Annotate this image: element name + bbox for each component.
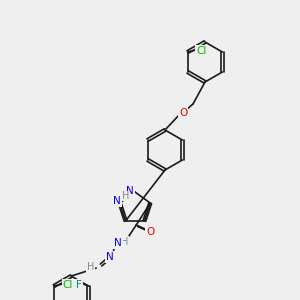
Text: N: N [106, 252, 114, 262]
Text: H: H [121, 237, 128, 247]
Text: Cl: Cl [196, 46, 207, 56]
Text: Cl: Cl [63, 280, 73, 290]
Text: F: F [76, 280, 82, 290]
Text: N: N [113, 196, 121, 206]
Text: H: H [86, 262, 94, 272]
Text: H: H [122, 191, 130, 201]
Text: N: N [126, 186, 134, 196]
Text: N: N [114, 238, 122, 248]
Text: O: O [146, 227, 154, 237]
Text: O: O [179, 108, 187, 118]
